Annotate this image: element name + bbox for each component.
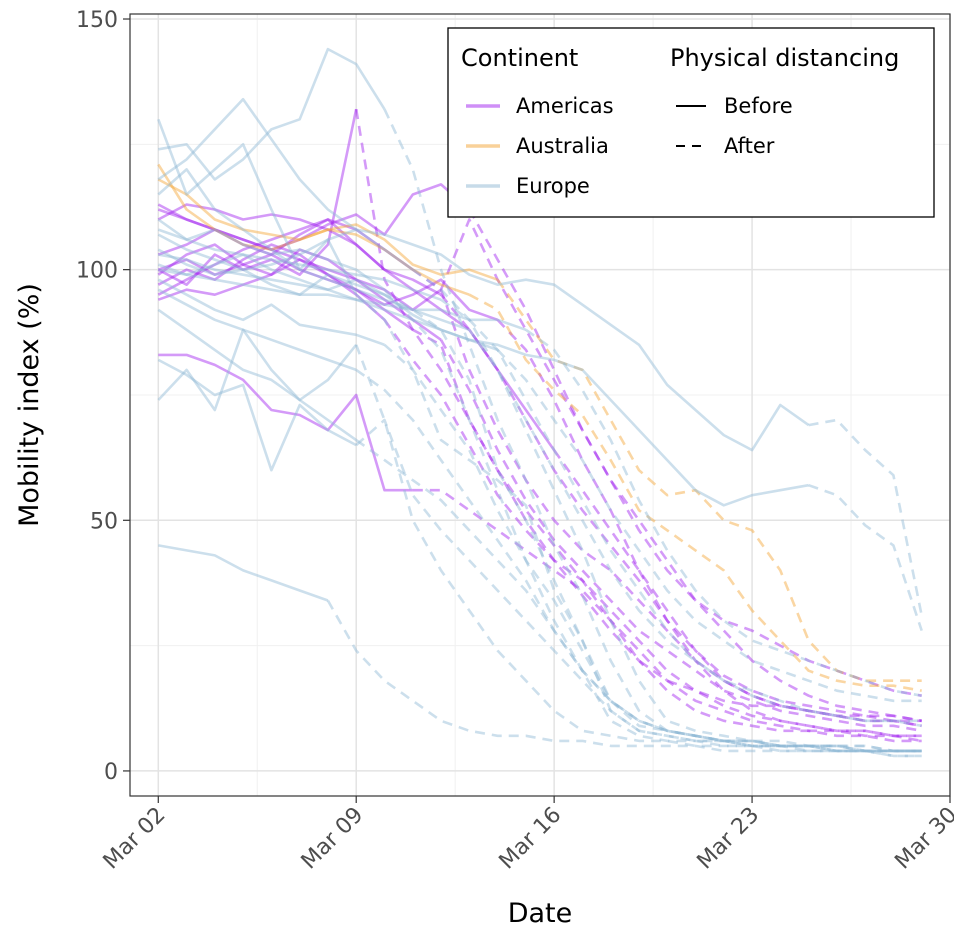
series-line-europe-before <box>157 97 414 271</box>
series-line-europe-after <box>383 288 922 753</box>
plot-border <box>129 13 951 797</box>
series-line-europe-before <box>157 288 357 372</box>
series-line-americas-after <box>439 339 922 733</box>
series-line-europe-after <box>355 368 922 753</box>
series-line-americas-after <box>354 108 922 743</box>
series-line-americas-before <box>157 203 442 312</box>
series-line-americas-after <box>468 208 922 697</box>
series-line-americas-before <box>157 208 442 296</box>
x-tick-label: Mar 30 <box>890 803 954 875</box>
series-line-europe-before <box>157 358 357 472</box>
legend-title-distancing: Physical distancing <box>670 44 899 72</box>
series-line-americas-before <box>157 183 471 256</box>
legend-label-europe: Europe <box>516 174 590 198</box>
x-tick-label: Mar 09 <box>297 803 369 875</box>
series-line-americas-after <box>439 218 922 723</box>
series-line-europe-after <box>355 418 922 753</box>
legend-title-continent: Continent <box>461 44 578 72</box>
series-line-europe-before <box>157 228 442 301</box>
x-tick-label: Mar 02 <box>99 803 171 875</box>
series-line-americas-before <box>157 243 442 341</box>
series-line-europe-before <box>158 47 386 181</box>
series-line-americas-before <box>157 203 556 451</box>
legend: Continent Physical distancing Americas A… <box>447 27 935 218</box>
legend-label-americas: Americas <box>516 94 614 118</box>
series-line-europe-after <box>468 329 922 723</box>
series-line-australia-before <box>157 178 470 296</box>
y-tick-label: 50 <box>90 509 118 534</box>
series-line-europe-before <box>157 168 470 332</box>
series-line-europe-before <box>157 118 358 296</box>
legend-label-australia: Australia <box>516 134 609 158</box>
series-line-europe-before <box>157 218 386 291</box>
series-line-americas-before <box>157 243 386 321</box>
legend-label-before: Before <box>724 94 793 118</box>
series-line-europe-after <box>383 293 922 753</box>
series-line-americas-after <box>412 268 922 728</box>
series-line-americas-before <box>157 108 358 287</box>
series-layer <box>157 47 923 758</box>
series-line-europe-after <box>383 343 922 753</box>
series-line-europe-before <box>158 544 329 602</box>
series-line-europe-after <box>808 483 923 632</box>
series-line-australia-before <box>157 163 499 281</box>
y-tick-label: 100 <box>76 259 118 284</box>
series-line-europe-before <box>157 228 810 452</box>
series-line-europe-before <box>157 248 385 297</box>
series-line-europe-before <box>158 253 809 507</box>
series-line-americas-after <box>553 449 922 728</box>
series-line-australia-after <box>496 278 922 683</box>
series-line-americas-after <box>439 293 922 723</box>
series-line-americas-before <box>157 218 414 296</box>
series-line-europe-after <box>440 298 922 728</box>
series-line-europe-after <box>525 328 922 697</box>
series-line-americas-after <box>412 328 922 723</box>
series-line-europe-after <box>383 108 922 753</box>
series-line-americas-before <box>158 353 413 492</box>
legend-box <box>447 27 935 218</box>
series-line-americas-before <box>157 258 499 322</box>
series-line-europe-after <box>355 293 922 753</box>
series-line-europe-after <box>496 349 922 703</box>
y-tick-label: 0 <box>104 760 118 785</box>
x-axis-title: Date <box>508 898 573 929</box>
x-tick-label: Mar 16 <box>495 803 567 875</box>
series-line-europe-before <box>157 263 527 332</box>
legend-label-after: After <box>724 134 775 158</box>
y-tick-label: 150 <box>76 8 118 33</box>
series-line-americas-after <box>412 488 922 743</box>
series-line-americas-after <box>383 319 922 738</box>
series-line-europe-before <box>157 278 385 347</box>
series-line-europe-before <box>158 253 499 352</box>
series-line-europe-after <box>354 344 922 758</box>
series-line-australia-after <box>468 293 922 692</box>
series-line-europe-before <box>157 308 357 442</box>
series-line-europe-after <box>326 599 922 758</box>
series-line-europe-before <box>157 328 358 412</box>
y-axis-title: Mobility index (%) <box>14 283 45 527</box>
x-tick-label: Mar 23 <box>693 803 765 875</box>
series-line-americas-after <box>496 318 922 738</box>
series-line-americas-before <box>157 253 414 331</box>
series-line-europe-after <box>808 418 923 616</box>
